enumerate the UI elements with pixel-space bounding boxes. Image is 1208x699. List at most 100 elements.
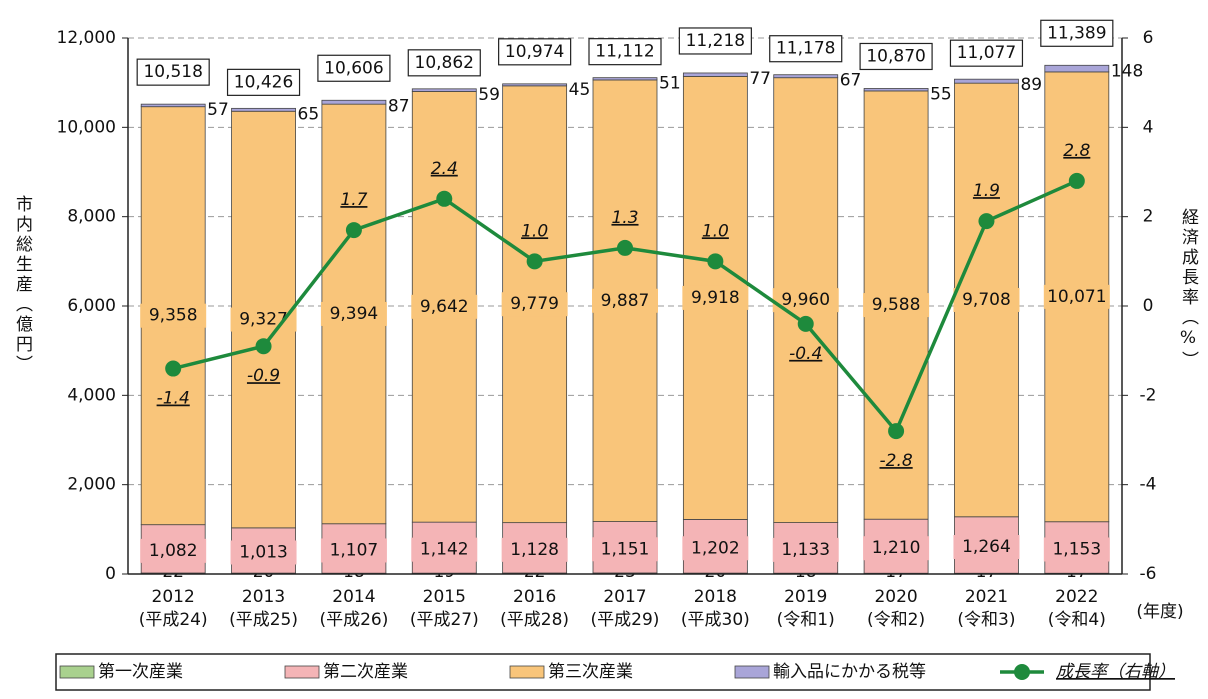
value-label: 10,071 [1047,287,1106,307]
bar-segment [1044,64,1110,73]
total-box [859,42,933,71]
legend-swatch [59,665,95,679]
total-label: 10,606 [324,58,383,78]
rate-label: -0.4 [789,344,822,364]
y2-tick-label: -4 [1140,475,1157,495]
label-bg [682,536,749,561]
label-bg [953,287,1020,312]
value-label: 77 [749,69,771,89]
label-bg [140,303,207,328]
y2-tick-label: -2 [1140,385,1157,405]
value-label: 1,082 [149,541,198,561]
value-label: 9,358 [149,306,198,326]
value-label: 45 [569,80,591,100]
x-tick-sublabel: (平成29) [591,610,660,630]
total-label: 11,077 [957,43,1016,63]
rate-label: -1.4 [157,389,190,409]
x-axis-label: (年度) [1136,602,1183,622]
bar-segment [502,83,568,87]
rate-label: 2.4 [431,159,458,179]
label-bg [320,538,387,563]
legend-swatch [734,665,770,679]
x-tick-sublabel: (平成27) [410,610,479,630]
legend-swatch [509,665,545,679]
y-tick-label: 8,000 [67,207,116,227]
value-label: 9,642 [420,297,469,317]
label-bg [1043,537,1110,562]
rate-label: 1.9 [973,181,1000,201]
x-tick-label: 2020 [874,587,917,607]
value-label: 1,210 [872,538,921,558]
label-bg [682,285,749,310]
value-label: 1,264 [962,537,1011,557]
label-bg [320,301,387,326]
total-box [678,27,752,55]
bar-segment [863,88,929,92]
total-label: 10,870 [866,46,925,66]
x-tick-sublabel: (令和2) [867,610,925,630]
value-label: 57 [207,100,229,120]
value-label: 1,107 [330,540,379,560]
rate-label: -2.8 [880,451,913,471]
x-tick-label: 2014 [332,587,375,607]
value-label: 9,960 [781,290,830,310]
label-bg [1043,284,1110,309]
rate-label: 1.3 [611,208,638,228]
total-label: 10,862 [415,53,474,73]
y2-tick-label: 0 [1143,296,1154,316]
label-bg [953,535,1020,560]
x-tick-label: 2015 [423,587,466,607]
x-tick-label: 2018 [694,587,737,607]
total-label: 11,389 [1047,23,1106,43]
x-tick-label: 2012 [152,587,195,607]
line-marker [707,253,724,270]
x-tick-label: 2022 [1055,587,1098,607]
x-tick-sublabel: (令和1) [777,610,835,630]
y-tick-label: 2,000 [67,475,116,495]
legend-label: 第一次産業 [98,662,183,682]
y2-tick-label: -6 [1140,564,1157,584]
value-label: 9,779 [510,294,559,314]
value-label: 9,918 [691,288,740,308]
total-label: 11,218 [686,31,745,51]
value-label: 67 [840,71,862,91]
value-label: 9,588 [872,295,921,315]
total-label: 11,178 [776,39,835,59]
value-label: 87 [388,96,410,116]
value-label: 65 [298,104,320,124]
y2-tick-label: 6 [1143,28,1154,48]
legend-swatch [284,665,320,679]
x-tick-sublabel: (令和3) [957,610,1015,630]
y-tick-label: 4,000 [67,385,116,405]
x-tick-sublabel: (令和4) [1048,610,1106,630]
x-tick-sublabel: (平成26) [319,610,388,630]
legend-label: 輸入品にかかる税等 [773,662,926,682]
line-marker [526,253,543,270]
x-tick-label: 2017 [603,587,646,607]
legend-label: 第三次産業 [548,662,633,682]
label-bg [592,288,658,313]
value-label: 1,202 [691,538,740,558]
total-label: 10,974 [505,42,564,62]
y-tick-label: 12,000 [57,28,116,48]
line-marker [255,338,272,355]
label-bg [411,294,478,319]
label-bg [230,540,297,565]
y2-tick-label: 4 [1143,117,1154,137]
bar-segment [682,72,748,77]
bar-segment [411,88,477,92]
bar-segment [321,99,387,105]
y2-tick-label: 2 [1143,207,1154,227]
line-marker [436,190,453,207]
y-axis-label: 市内総生産（億円） [12,195,33,375]
x-tick-label: 2016 [513,587,556,607]
value-label: 1,013 [239,542,288,562]
label-bg [501,537,568,562]
x-tick-sublabel: (平成24) [139,610,208,630]
value-label: 9,887 [601,291,650,311]
rate-label: -0.9 [247,366,280,386]
y2-axis-label: 経済成長率（%） [1178,208,1199,371]
rate-label: 1.0 [702,221,729,241]
bar-segment [773,74,839,79]
